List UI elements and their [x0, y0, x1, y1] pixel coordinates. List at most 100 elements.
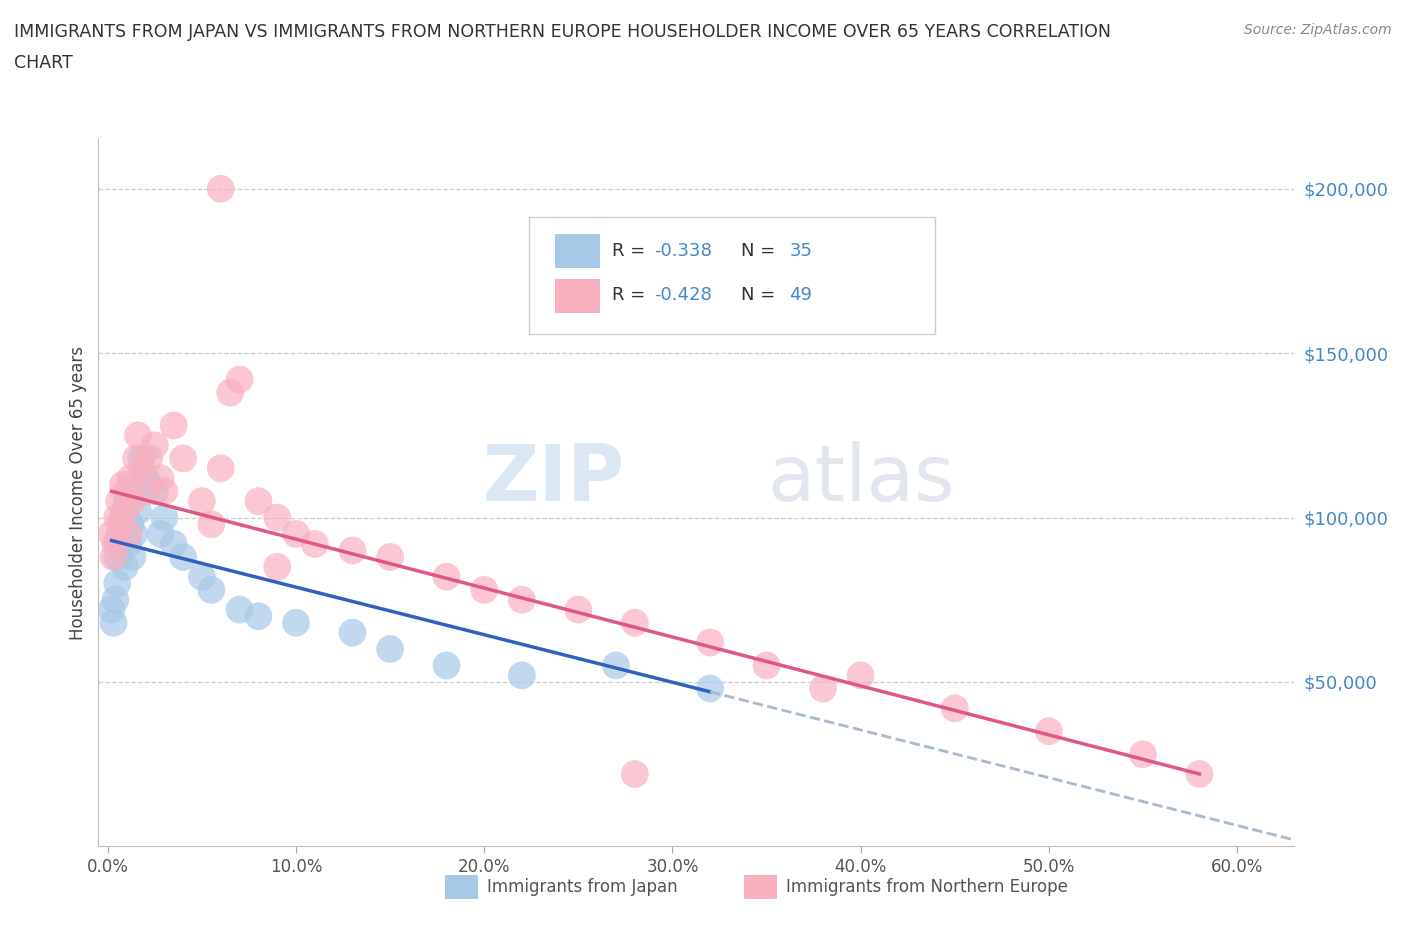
- Text: IMMIGRANTS FROM JAPAN VS IMMIGRANTS FROM NORTHERN EUROPE HOUSEHOLDER INCOME OVER: IMMIGRANTS FROM JAPAN VS IMMIGRANTS FROM…: [14, 23, 1111, 41]
- Point: [266, 560, 288, 575]
- Point: [219, 385, 242, 400]
- Point: [378, 642, 401, 657]
- Point: [605, 658, 627, 673]
- Point: [125, 484, 148, 498]
- Text: atlas: atlas: [768, 441, 955, 517]
- Point: [103, 616, 125, 631]
- Point: [172, 451, 194, 466]
- Point: [115, 494, 138, 509]
- Point: [108, 526, 131, 541]
- Point: [100, 526, 122, 541]
- Text: -0.428: -0.428: [654, 286, 711, 304]
- Point: [134, 471, 156, 485]
- Point: [115, 484, 138, 498]
- Point: [125, 451, 148, 466]
- Point: [163, 418, 186, 433]
- Point: [131, 460, 153, 475]
- Point: [1038, 724, 1060, 738]
- Point: [849, 668, 872, 683]
- Point: [143, 438, 166, 453]
- Point: [163, 537, 186, 551]
- Bar: [444, 874, 478, 899]
- Point: [623, 616, 645, 631]
- Point: [342, 625, 364, 640]
- Point: [153, 511, 176, 525]
- Point: [117, 526, 139, 541]
- Point: [228, 602, 250, 617]
- Text: R =: R =: [612, 286, 651, 304]
- Point: [200, 517, 222, 532]
- Point: [191, 494, 214, 509]
- Point: [104, 537, 127, 551]
- Point: [110, 517, 132, 532]
- Text: Immigrants from Northern Europe: Immigrants from Northern Europe: [786, 878, 1067, 897]
- Point: [342, 543, 364, 558]
- Point: [209, 460, 232, 475]
- Text: Source: ZipAtlas.com: Source: ZipAtlas.com: [1244, 23, 1392, 37]
- Point: [131, 451, 153, 466]
- Y-axis label: Householder Income Over 65 years: Householder Income Over 65 years: [69, 346, 87, 640]
- Point: [172, 550, 194, 565]
- Point: [436, 658, 458, 673]
- Text: 35: 35: [789, 242, 813, 260]
- Point: [304, 537, 326, 551]
- Point: [127, 428, 149, 443]
- Text: Immigrants from Japan: Immigrants from Japan: [486, 878, 678, 897]
- Point: [247, 609, 270, 624]
- Point: [111, 511, 134, 525]
- Text: N =: N =: [741, 286, 782, 304]
- Bar: [555, 234, 600, 268]
- Point: [1188, 766, 1211, 781]
- Text: N =: N =: [741, 242, 782, 260]
- Point: [121, 494, 143, 509]
- Point: [285, 616, 308, 631]
- Point: [247, 494, 270, 509]
- Point: [121, 550, 143, 565]
- Point: [567, 602, 589, 617]
- Point: [110, 543, 132, 558]
- Point: [120, 471, 142, 485]
- Point: [755, 658, 778, 673]
- Point: [105, 576, 128, 591]
- Point: [114, 503, 136, 518]
- Point: [200, 582, 222, 597]
- Point: [472, 582, 495, 597]
- Point: [153, 484, 176, 498]
- Text: ZIP: ZIP: [482, 441, 624, 517]
- Point: [378, 550, 401, 565]
- Point: [623, 766, 645, 781]
- Point: [943, 701, 966, 716]
- Point: [1132, 747, 1154, 762]
- Point: [104, 592, 127, 607]
- Point: [103, 550, 125, 565]
- Point: [105, 511, 128, 525]
- Point: [138, 451, 160, 466]
- Text: R =: R =: [612, 242, 651, 260]
- Point: [117, 537, 139, 551]
- Point: [134, 484, 156, 498]
- Point: [105, 550, 128, 565]
- Point: [149, 471, 172, 485]
- Point: [143, 484, 166, 498]
- Bar: [555, 279, 600, 312]
- Point: [108, 494, 131, 509]
- Point: [228, 372, 250, 387]
- Point: [510, 668, 533, 683]
- Point: [122, 526, 145, 541]
- Point: [149, 526, 172, 541]
- Point: [127, 503, 149, 518]
- Point: [209, 181, 232, 196]
- Point: [436, 569, 458, 584]
- Point: [191, 569, 214, 584]
- Point: [699, 681, 721, 696]
- Point: [699, 635, 721, 650]
- Text: 49: 49: [789, 286, 813, 304]
- Bar: [744, 874, 778, 899]
- Point: [811, 681, 834, 696]
- Point: [285, 526, 308, 541]
- Point: [111, 477, 134, 492]
- Text: CHART: CHART: [14, 54, 73, 72]
- FancyBboxPatch shape: [529, 218, 935, 334]
- Point: [100, 602, 122, 617]
- Point: [138, 477, 160, 492]
